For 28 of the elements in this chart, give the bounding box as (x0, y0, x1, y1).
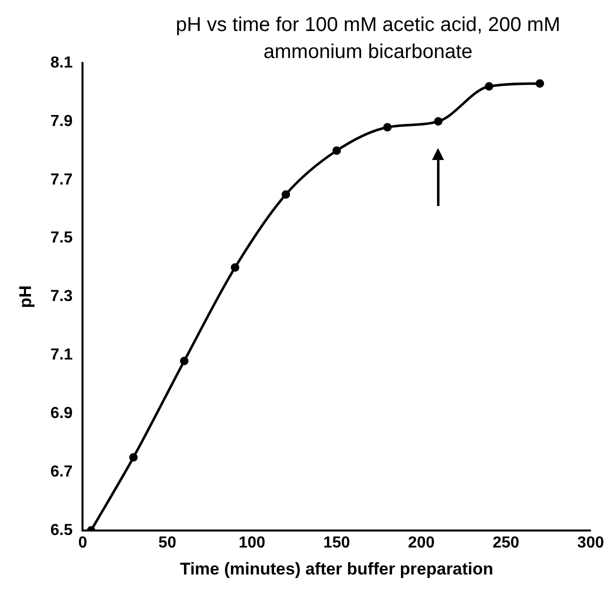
point (282, 190, 290, 199)
y-tick-label: 7.7 (50, 171, 73, 188)
x-tick-label: 50 (158, 534, 176, 552)
x-tick-label: 0 (78, 534, 88, 552)
y-tick-label: 7.1 (50, 346, 73, 364)
x-tick-label: 300 (577, 534, 604, 552)
x-tick-label: 150 (323, 534, 350, 552)
point (332, 146, 341, 155)
y-tick-label: 6.5 (50, 522, 73, 539)
x-tick-label: 200 (408, 534, 435, 552)
point (383, 123, 392, 132)
x-axis-title: Time (minutes) after buffer preparation (180, 559, 494, 578)
x-tick-label: 250 (492, 534, 520, 552)
y-tick-label: 6.7 (50, 463, 73, 480)
point (180, 356, 188, 366)
chart-title: pH vs time for 100 mM acetic acid, 200 mM ammonium bicarbonate (174, 13, 562, 65)
point (129, 453, 138, 462)
point (434, 117, 442, 126)
y-tick-label: 8.1 (50, 54, 73, 72)
point (484, 82, 494, 91)
y-tick-label: 7.9 (50, 112, 73, 130)
y-tick-label: 6.9 (50, 404, 73, 422)
x-tick-label: 100 (238, 534, 266, 552)
y-tick-label: 7.5 (50, 230, 73, 247)
y-axis-title: pH (16, 285, 35, 308)
point (536, 79, 544, 88)
y-tick-label: 7.3 (50, 288, 73, 306)
point (230, 263, 240, 272)
